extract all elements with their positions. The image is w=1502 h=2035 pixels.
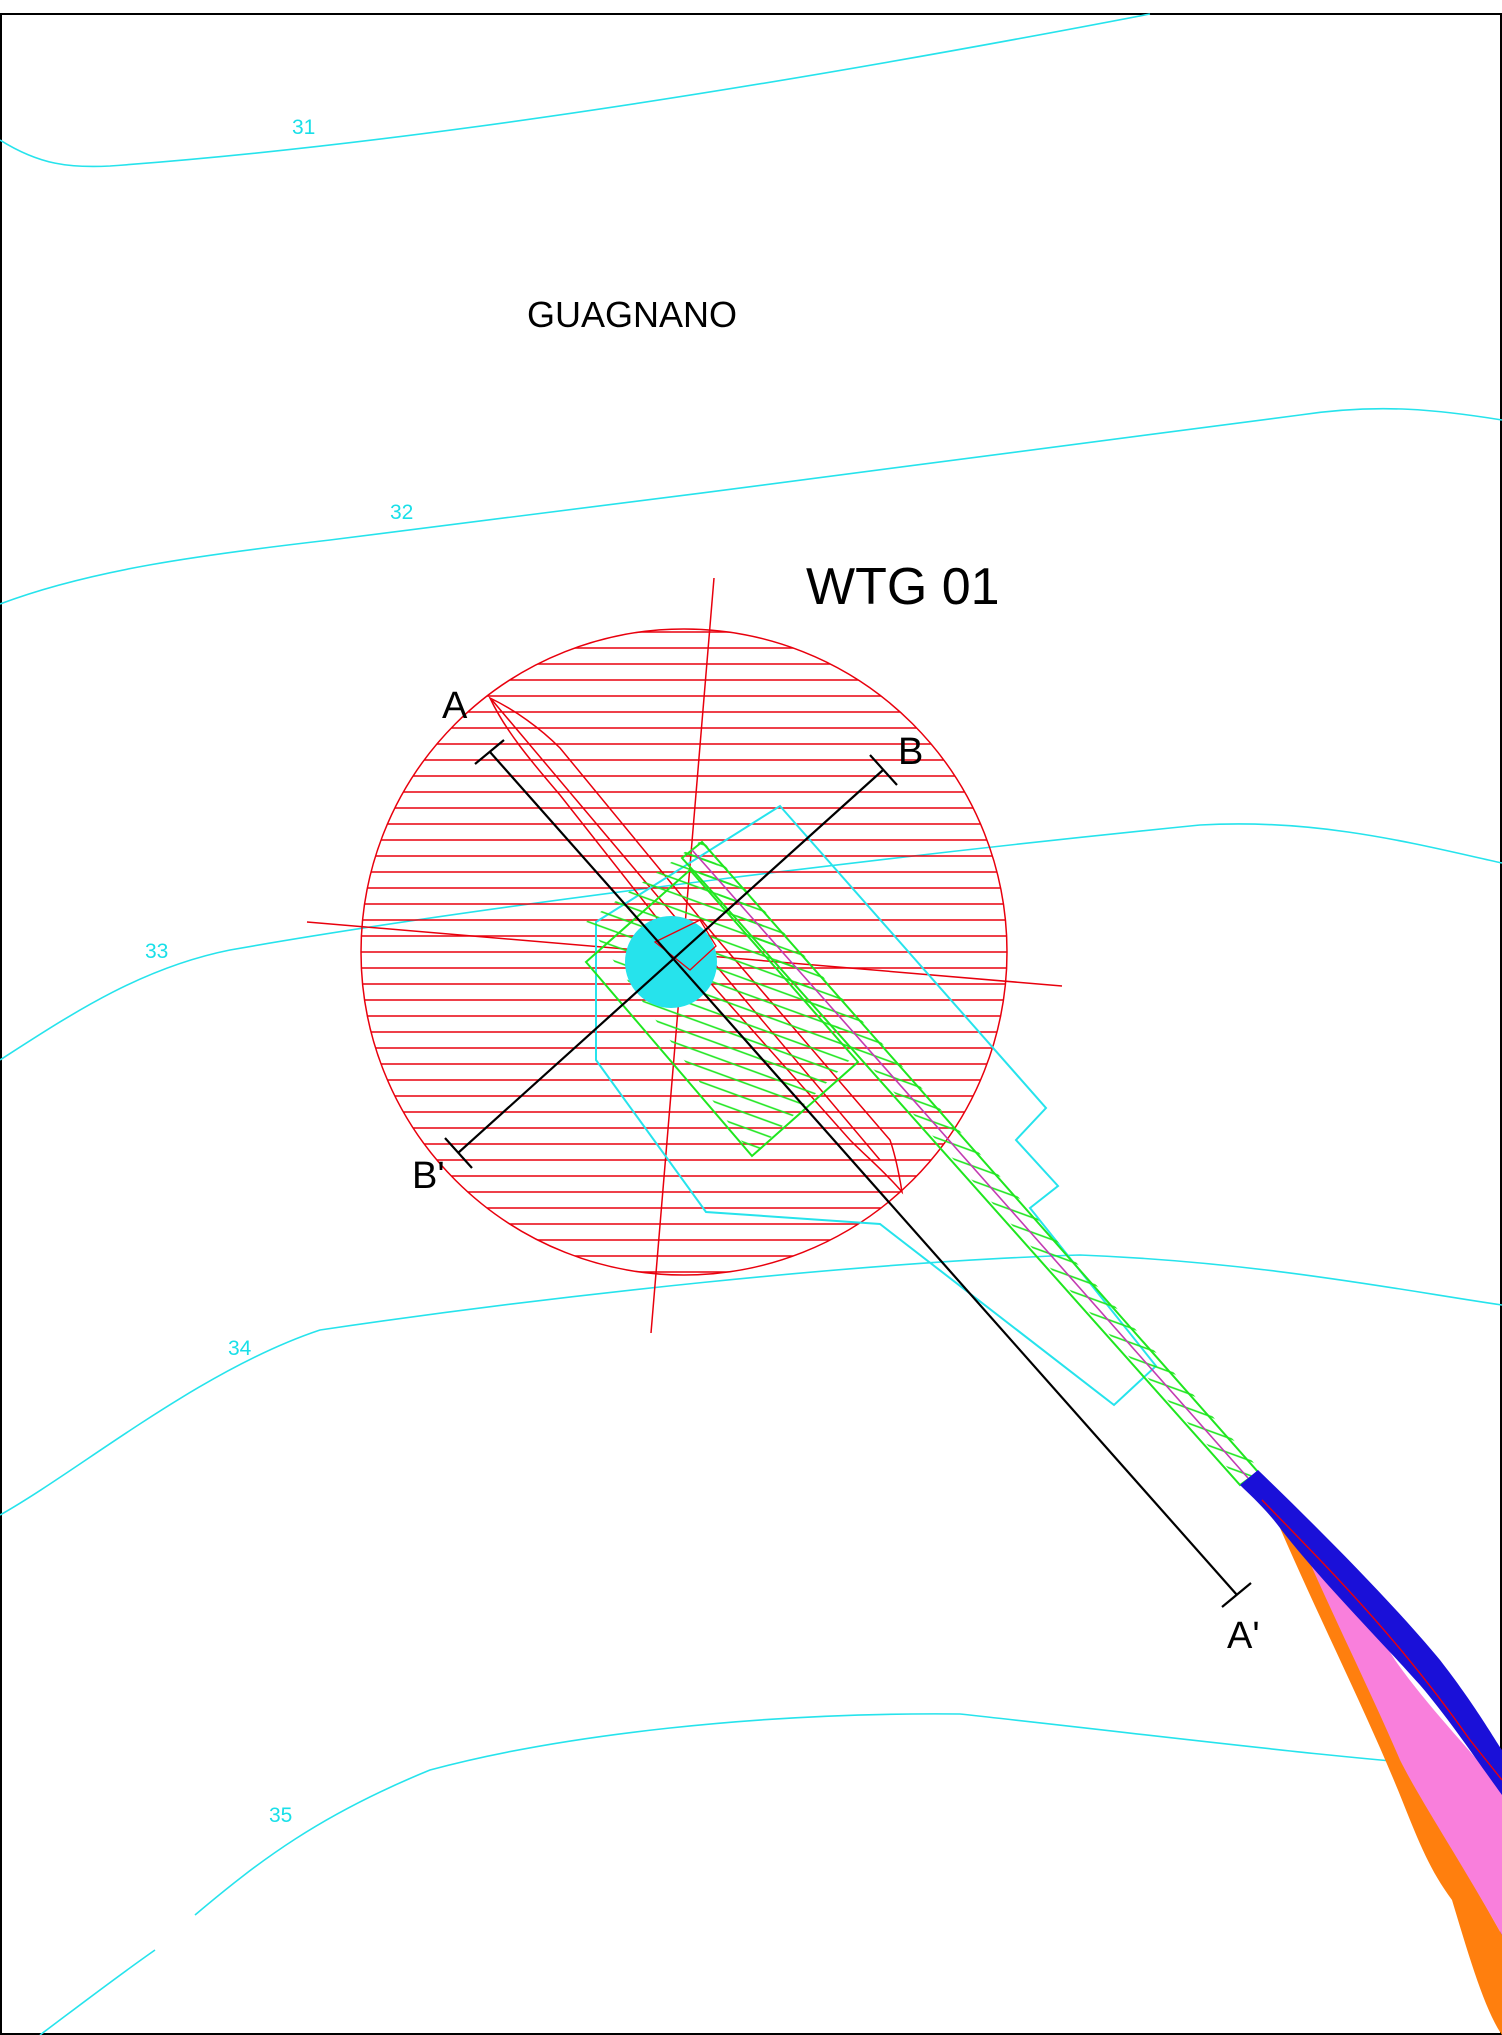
blade-outline [488,696,904,1195]
section-label-a: A [442,685,468,727]
road-pink-fill [1300,1540,1502,1935]
section-tick-b [869,754,898,786]
road-orange-edge [1280,1528,1502,2035]
section-label-b: B [898,731,923,773]
section-label-a-prime: A' [1227,1615,1260,1657]
road-blue-band [1240,1470,1502,1795]
contour-line-35 [194,1713,1502,1916]
drawing-frame [0,13,1502,2035]
contour-line-31 [0,13,1151,168]
section-line-a [489,751,1238,1596]
section-tick-a [474,739,505,765]
section-label-b-prime: B' [412,1155,445,1197]
access-road-centerline [691,849,1249,1479]
platform-outline [584,868,860,1158]
section-tick-a-prime [1221,1582,1252,1608]
place-label: GUAGNANO [527,294,737,335]
contour-line-35-tail [39,1949,156,2035]
exclusion-zone-circle [360,628,1008,1276]
contour-label-34: 34 [228,1337,252,1360]
section-tick-b-prime [444,1137,473,1169]
contour-label-35: 35 [269,1804,292,1827]
contour-label-33: 33 [145,940,168,963]
foundation-core [653,919,717,971]
contour-label-32: 32 [390,501,413,524]
road-centerline [1261,1499,1502,1781]
turbine-label: WTG 01 [806,558,1000,616]
contour-label-31: 31 [292,116,315,139]
section-line-b [457,769,884,1154]
contour-line-34 [0,1254,1502,1516]
contour-line-32 [0,407,1502,605]
